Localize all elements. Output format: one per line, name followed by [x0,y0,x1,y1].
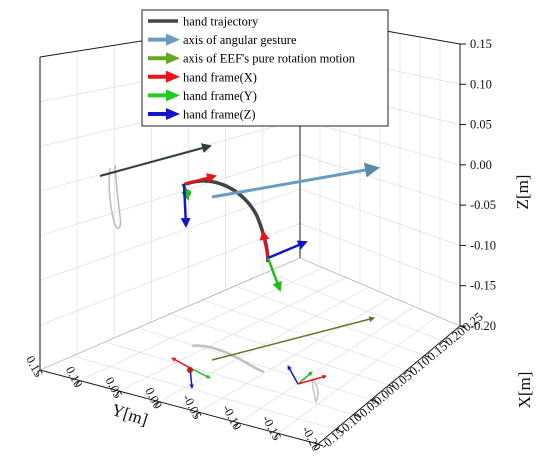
eef-axis-projection-floor [211,316,376,361]
legend-item: hand trajectory [148,15,259,29]
trajectory-projection-back [311,377,319,405]
y-tick-mark [35,369,41,376]
legend-arrowhead [166,70,180,83]
legend-item: hand frame(Y) [148,89,257,103]
trajectory-projection-floor [191,344,265,374]
legend-label: axis of EEF's pure rotation motion [183,52,356,66]
z-tick-label: -0.05 [470,198,496,212]
legend-item: hand frame(X) [148,70,257,84]
hand-frame-end [259,230,308,292]
x-tick-mark [459,325,466,329]
y-axis-title: Y[m] [109,400,150,429]
y-tick-mark [154,401,160,408]
z-axis-ticks: 0.15 0.10 0.05 0.00 -0.05 -0.10 -0.15 -0.20 [460,37,496,333]
y-tick-label: 0.10 [63,364,86,390]
floor-hand-frame-2 [287,365,327,385]
y-tick-mark [75,380,81,386]
x-axis-ticks: 0.250.200.150.100.050.00-0.05-0.10-0.15 [317,310,486,452]
legend-arrowhead [166,89,180,102]
legend-label: hand trajectory [183,15,259,29]
legend-item: axis of angular gesture [148,33,297,47]
legend-arrowhead [166,33,180,46]
gesture-axis-arrow [211,162,380,199]
z-tick-label: -0.15 [470,279,496,293]
x-axis-title: X[m] [515,372,534,409]
grid-line [234,285,425,356]
gesture-axis-projection-side [99,143,212,177]
y-tick-mark [194,411,200,418]
legend-label: axis of angular gesture [183,33,297,47]
z-tick-label: 0.15 [470,37,492,51]
legend: hand trajectory axis of angular gesture ax… [141,9,389,127]
legend-arrowhead [166,108,180,120]
y-tick-mark [234,422,239,429]
y-tick-label: 0.05 [103,375,126,401]
y-tick-label: 0.15 [23,354,46,380]
grid-lines [39,19,461,434]
z-axis-title: Z[m] [513,175,532,210]
y-tick-label: -0.10 [220,403,245,433]
trajectory-projection-side [108,164,122,229]
y-tick-label: 0.00 [142,385,165,411]
grid-line [104,341,354,415]
floor-hand-frame-1 [171,357,211,389]
grid-line [39,153,301,237]
x-tick-mark [371,399,377,403]
x-tick-mark [335,428,341,432]
x-tick-mark [406,369,412,373]
x-tick-mark [388,384,395,388]
legend-label: hand frame(Y) [183,89,257,103]
z-tick-label: 0.05 [470,118,492,132]
legend-label: hand frame(X) [183,70,257,84]
legend-label: hand frame(Z) [183,108,256,122]
grid-line [202,299,407,371]
y-tick-mark [313,443,319,450]
legend-box [141,9,389,127]
legend-arrowhead [166,52,180,65]
z-tick-label: -0.20 [470,319,496,333]
grid-line [72,355,336,430]
y-tick-label: -0.05 [180,392,205,422]
x-tick-mark [353,414,359,417]
y-tick-mark [115,390,120,397]
z-tick-label: -0.10 [470,238,496,252]
x-tick-mark [442,340,448,344]
grid-line [267,271,443,342]
z-tick-label: 0.10 [470,77,492,91]
x-tick-mark [317,443,324,447]
y-axis-ticks: 0.15 0.10 0.05 0.00 -0.05 -0.10 -0.15 -0.20 [23,354,324,454]
grid-line [39,188,301,281]
legend-item: axis of EEF's pure rotation motion [148,52,356,66]
legend-item: hand frame(Z) [148,108,256,122]
x-tick-mark [424,355,430,358]
grid-line [137,327,372,401]
grid-line [39,119,301,192]
z-tick-label: 0.00 [470,158,492,172]
trajectory-projections [108,164,319,405]
y-tick-label: -0.15 [259,413,284,443]
hand-frame-start [180,173,217,228]
grid-line [169,313,390,386]
y-tick-mark [273,433,279,439]
grid-line [39,223,301,326]
